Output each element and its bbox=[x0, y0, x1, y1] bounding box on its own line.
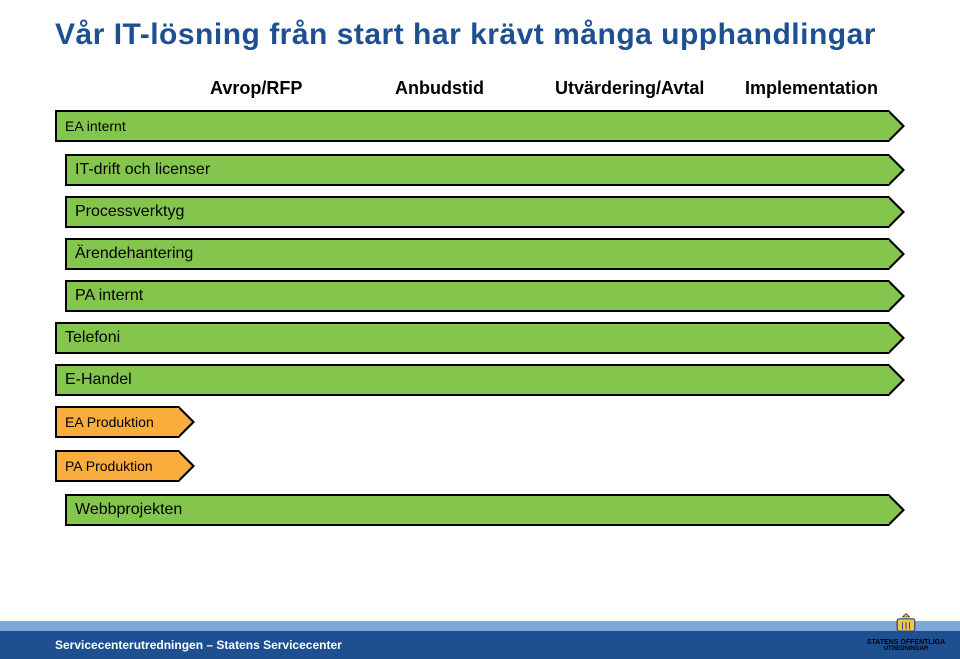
timeline-row-label: PA Produktion bbox=[55, 450, 179, 482]
timeline-row-label: EA internt bbox=[55, 110, 889, 142]
timeline-row: Telefoni bbox=[55, 322, 889, 354]
timeline-row: PA Produktion bbox=[55, 450, 179, 482]
timeline-row: E-Handel bbox=[55, 364, 889, 396]
timeline-row: Processverktyg bbox=[65, 196, 889, 228]
logo-text-line2: UTREDNINGAR bbox=[884, 646, 928, 653]
phase-label: Implementation bbox=[745, 78, 878, 99]
footer-accent-bar bbox=[0, 621, 960, 631]
timeline-chart: EA internt IT-drift och licenser Processve… bbox=[55, 110, 905, 540]
phase-label: Avrop/RFP bbox=[210, 78, 302, 99]
timeline-row: IT-drift och licenser bbox=[65, 154, 889, 186]
timeline-row-label: Ärendehantering bbox=[65, 238, 889, 270]
timeline-row: Webbprojekten bbox=[65, 494, 889, 526]
timeline-row: Ärendehantering bbox=[65, 238, 889, 270]
sou-logo: STATENS OFFENTLIGA UTREDNINGAR bbox=[870, 589, 942, 653]
footer-text: Servicecenterutredningen – Statens Servi… bbox=[55, 638, 342, 652]
timeline-row: EA internt bbox=[55, 110, 889, 142]
phase-label: Utvärdering/Avtal bbox=[555, 78, 704, 99]
timeline-row: EA Produktion bbox=[55, 406, 179, 438]
timeline-row-label: EA Produktion bbox=[55, 406, 179, 438]
footer: Servicecenterutredningen – Statens Servi… bbox=[0, 607, 960, 659]
timeline-row-label: E-Handel bbox=[55, 364, 889, 396]
phase-label: Anbudstid bbox=[395, 78, 484, 99]
logo-text-line1: STATENS OFFENTLIGA bbox=[867, 639, 945, 647]
timeline-row-label: Webbprojekten bbox=[65, 494, 889, 526]
timeline-row-label: IT-drift och licenser bbox=[65, 154, 889, 186]
timeline-row-label: PA internt bbox=[65, 280, 889, 312]
timeline-row: PA internt bbox=[65, 280, 889, 312]
timeline-row-label: Telefoni bbox=[55, 322, 889, 354]
page-title: Vår IT-lösning från start har krävt mång… bbox=[55, 18, 876, 52]
footer-main-bar: Servicecenterutredningen – Statens Servi… bbox=[0, 631, 960, 659]
timeline-row-label: Processverktyg bbox=[65, 196, 889, 228]
crest-icon bbox=[892, 610, 920, 638]
